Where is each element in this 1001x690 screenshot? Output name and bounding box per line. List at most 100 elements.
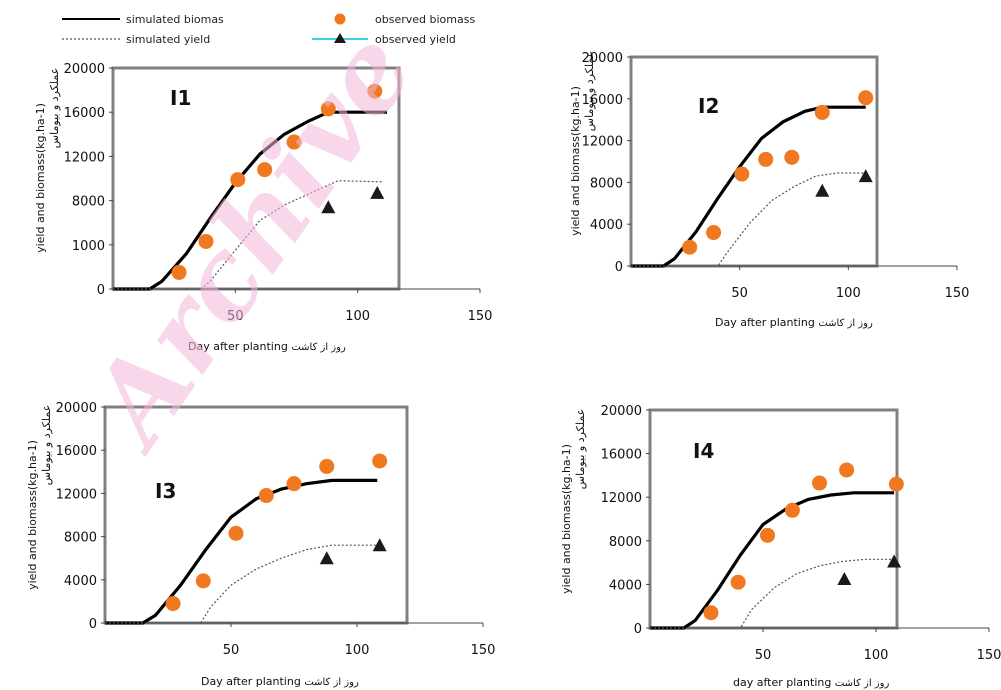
observed-biomass-point (372, 454, 387, 469)
y-tick-label: 8000 (609, 535, 642, 550)
simulated-biomass-line (105, 480, 377, 623)
y-tick-label: 16000 (56, 444, 97, 459)
x-tick-label: 100 (864, 648, 889, 663)
observed-yield-point (815, 184, 829, 197)
x-axis-label-en: Day after planting (201, 675, 304, 688)
observed-biomass-point (166, 596, 181, 611)
panel-title: I2 (698, 94, 719, 118)
x-axis-label-en: day after planting (733, 676, 835, 689)
observed-biomass-point (196, 573, 211, 588)
y-tick-label: 4000 (64, 574, 97, 589)
chart-panel-3: 0 4000 8000 12000 16000 20000 50 100 150 Day afte… (26, 401, 495, 688)
x-axis-label: Day after planting روز از کاشت (201, 675, 359, 688)
y-axis-label-en: yield and biomass(kg.ha-1) (569, 86, 582, 236)
y-tick-label: 16000 (601, 448, 642, 463)
observed-biomass-point (319, 459, 334, 474)
observed-biomass-point (731, 575, 746, 590)
observed-yield-point (837, 572, 851, 585)
y-tick-label: 0 (615, 260, 623, 275)
y-axis-label-en: yield and biomass(kg.ha-1) (26, 440, 39, 590)
y-tick-label: 0 (97, 283, 105, 298)
x-tick-label: 100 (836, 286, 861, 301)
x-tick-label: 150 (468, 309, 493, 324)
observed-biomass-point (259, 488, 274, 503)
x-tick-label: 150 (977, 648, 1001, 663)
y-tick-label: 16000 (64, 106, 105, 121)
observed-biomass-point (760, 528, 775, 543)
x-axis-label-fa: روز از کاشت (835, 678, 890, 689)
y-axis-label-en: yield and biomass(kg.ha-1) (560, 444, 573, 594)
x-axis-label-en: Day after planting (715, 316, 818, 329)
y-tick-label: 12000 (601, 491, 642, 506)
observed-biomass-point (287, 476, 302, 491)
observed-biomass-point (839, 462, 854, 477)
y-tick-label: 8000 (590, 176, 623, 191)
observed-biomass-point (889, 477, 904, 492)
legend-simulated-biomass-label: simulated biomas (126, 13, 224, 26)
y-tick-label: 20000 (601, 404, 642, 419)
observed-biomass-point (229, 526, 244, 541)
legend-simulated-yield-label: simulated yield (126, 33, 210, 46)
y-tick-label: 1000 (72, 239, 105, 254)
x-tick-label: 50 (755, 648, 772, 663)
y-tick-label: 12000 (56, 487, 97, 502)
y-tick-label: 8000 (64, 531, 97, 546)
observed-biomass-point (784, 150, 799, 165)
y-axis-label-fa: عملکرد و بیوماس (574, 409, 587, 490)
y-axis-label-fa: عملکرد و بیوماس (40, 405, 53, 486)
y-axis-label-fa: عملکرد و بیوماس (48, 68, 61, 149)
simulated-biomass-line (631, 107, 866, 266)
watermark-text: Archive (60, 9, 438, 472)
x-tick-label: 50 (731, 286, 748, 301)
panel-title: I3 (155, 479, 176, 503)
x-tick-label: 50 (223, 643, 240, 658)
simulated-yield-line (650, 559, 894, 628)
x-axis-label-fa: روز از کاشت (304, 677, 359, 688)
plot-frame (631, 57, 877, 266)
x-tick-label: 100 (345, 309, 370, 324)
x-tick-label: 150 (945, 286, 970, 301)
x-axis-label: Day after planting روز از کاشت (715, 316, 873, 329)
observed-biomass-point (734, 167, 749, 182)
legend: simulated biomas simulated yield observe… (62, 13, 475, 46)
observed-biomass-point (785, 503, 800, 518)
observed-biomass-point (812, 476, 827, 491)
simulated-yield-line (105, 545, 377, 623)
y-tick-label: 4000 (590, 218, 623, 233)
y-tick-label: 20000 (64, 62, 105, 77)
observed-biomass-point (682, 240, 697, 255)
y-axis-label: yield and biomass(kg.ha-1) (34, 103, 47, 253)
y-axis-label-fa: عملکرد و بیوماس (583, 51, 596, 132)
panel-title: I1 (170, 86, 191, 110)
y-tick-label: 12000 (64, 150, 105, 165)
y-axis-label-en: yield and biomass(kg.ha-1) (34, 103, 47, 253)
observed-biomass-point (758, 152, 773, 167)
observed-yield-point (370, 186, 384, 199)
y-tick-label: 4000 (609, 578, 642, 593)
x-axis-label: day after planting روز از کاشت (733, 676, 889, 689)
observed-biomass-point (706, 225, 721, 240)
y-axis-label: yield and biomass(kg.ha-1) (560, 444, 573, 594)
y-axis-label: yield and biomass(kg.ha-1) (569, 86, 582, 236)
legend-observed-yield-label: observed yield (375, 33, 456, 46)
x-tick-label: 100 (345, 643, 370, 658)
x-axis-label-fa: روز از کاشت (291, 342, 346, 353)
simulated-yield-line (631, 173, 866, 266)
panel-title: I4 (693, 439, 714, 463)
chart-panel-4: 0 4000 8000 12000 16000 20000 50 100 150 day afte… (560, 404, 1001, 689)
observed-biomass-point (815, 105, 830, 120)
observed-yield-point (320, 551, 334, 564)
y-tick-label: 0 (634, 622, 642, 637)
y-tick-label: 12000 (582, 135, 623, 150)
y-tick-label: 8000 (72, 195, 105, 210)
y-tick-label: 0 (89, 617, 97, 632)
x-axis-label-fa: روز از کاشت (818, 318, 873, 329)
legend-observed-biomass-label: observed biomass (375, 13, 475, 26)
observed-biomass-point (704, 605, 719, 620)
observed-yield-point (859, 169, 873, 182)
observed-biomass-point (858, 90, 873, 105)
x-tick-label: 150 (471, 643, 496, 658)
chart-panel-2: 0 4000 8000 12000 16000 20000 50 100 150 Day afte… (569, 51, 969, 329)
observed-yield-point (887, 555, 901, 568)
